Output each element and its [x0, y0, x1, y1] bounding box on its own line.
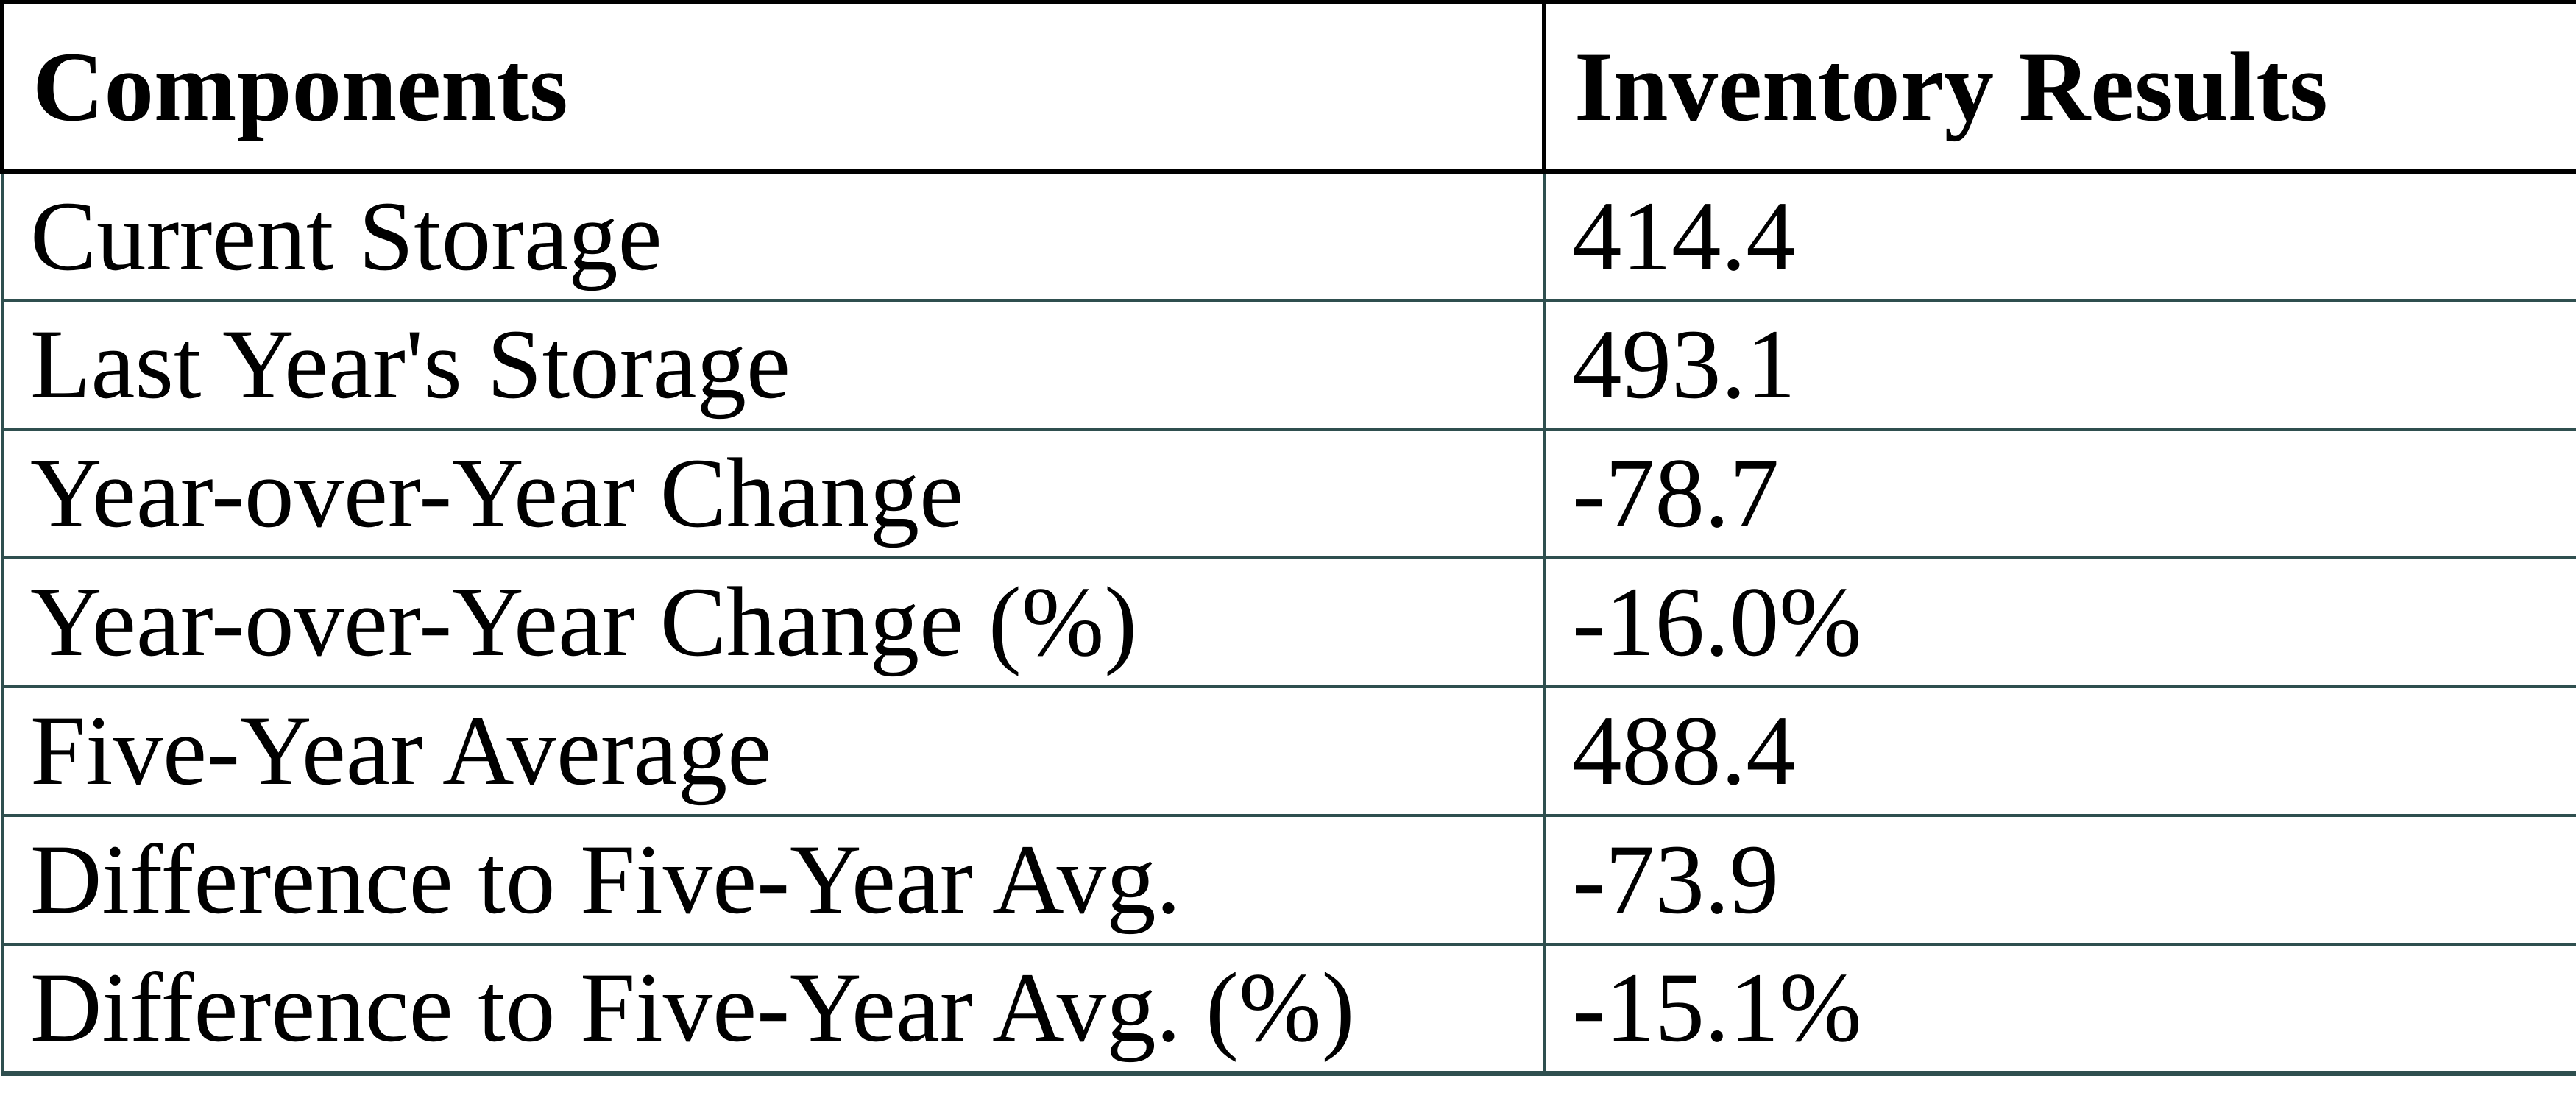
table-row: Five-Year Average 488.4 [1, 685, 2576, 817]
table-row: Difference to Five-Year Avg. -73.9 [1, 814, 2576, 946]
inventory-table: Components Inventory Results Current Sto… [0, 0, 2576, 1076]
header-row: Components Inventory Results [0, 0, 2576, 174]
column-header-components: Components [0, 0, 1546, 174]
row-label-yoy-change-pct: Year-over-Year Change (%) [1, 556, 1546, 688]
row-value-last-years-storage: 493.1 [1543, 299, 2576, 431]
table-row: Year-over-Year Change -78.7 [1, 428, 2576, 559]
table-row: Current Storage 414.4 [1, 170, 2576, 302]
row-value-diff-five-year-avg-pct: -15.1% [1543, 943, 2576, 1076]
row-label-current-storage: Current Storage [1, 170, 1546, 302]
column-header-inventory-results: Inventory Results [1542, 0, 2576, 174]
row-value-yoy-change-pct: -16.0% [1543, 556, 2576, 688]
table-row: Year-over-Year Change (%) -16.0% [1, 556, 2576, 688]
row-label-yoy-change: Year-over-Year Change [1, 428, 1546, 559]
row-value-diff-five-year-avg: -73.9 [1543, 814, 2576, 946]
row-value-yoy-change: -78.7 [1543, 428, 2576, 559]
row-label-diff-five-year-avg: Difference to Five-Year Avg. [1, 814, 1546, 946]
row-label-last-years-storage: Last Year's Storage [1, 299, 1546, 431]
row-value-current-storage: 414.4 [1543, 170, 2576, 302]
row-label-five-year-average: Five-Year Average [1, 685, 1546, 817]
table-row: Last Year's Storage 493.1 [1, 299, 2576, 431]
table-row: Difference to Five-Year Avg. (%) -15.1% [1, 943, 2576, 1076]
row-label-diff-five-year-avg-pct: Difference to Five-Year Avg. (%) [1, 943, 1546, 1076]
row-value-five-year-average: 488.4 [1543, 685, 2576, 817]
